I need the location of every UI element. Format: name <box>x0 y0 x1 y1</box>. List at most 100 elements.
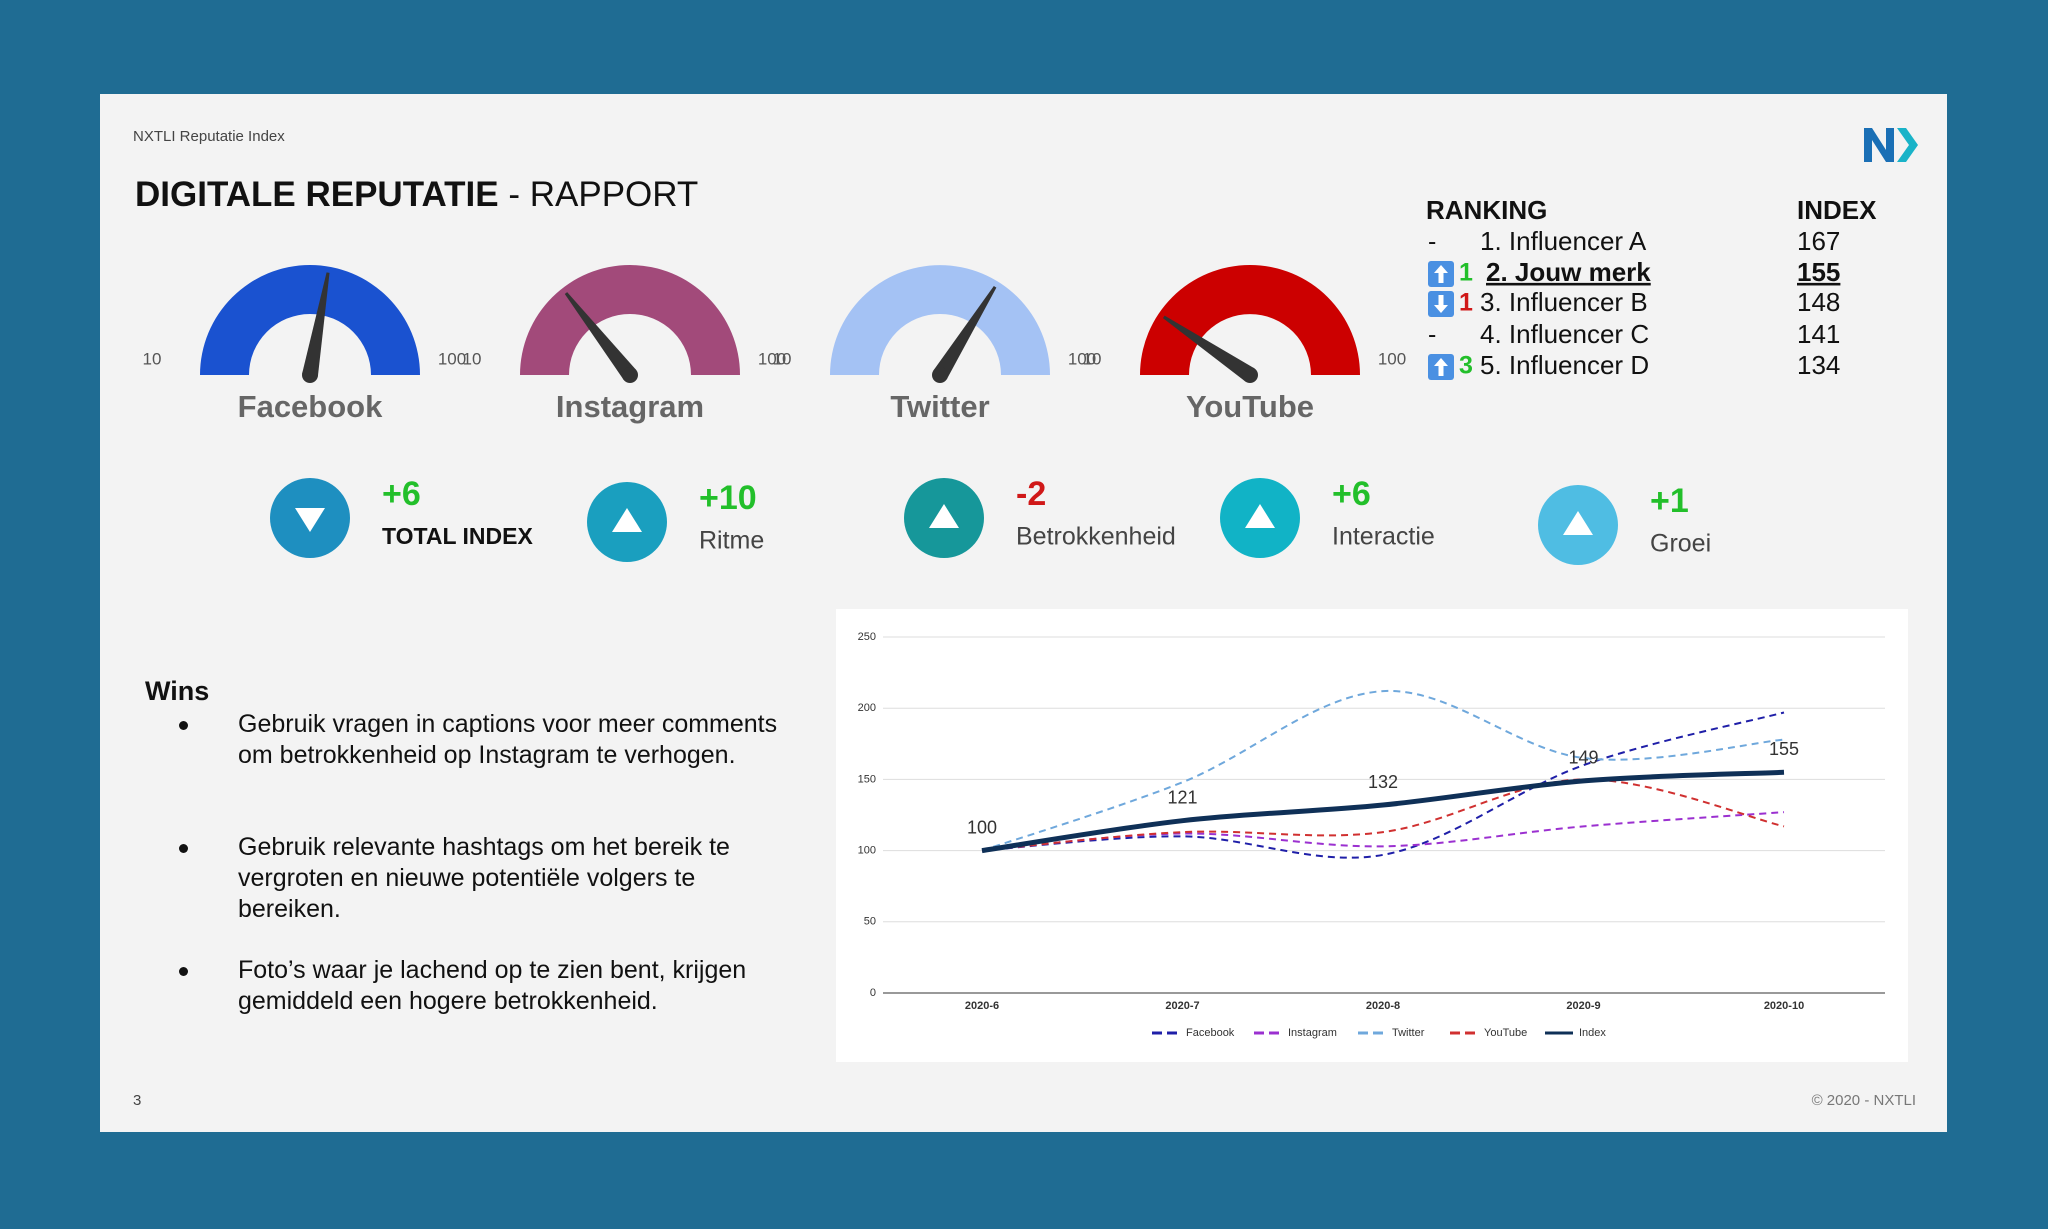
gauge-max: 100 <box>438 349 466 368</box>
gauge-needle <box>302 272 330 377</box>
kpi-label: TOTAL INDEX <box>382 523 533 549</box>
series-line <box>981 769 1785 854</box>
kpi-arrow <box>295 508 325 532</box>
caption: NXTLI Reputatie Index <box>133 128 285 145</box>
ranking-name: 5. Influencer D <box>1480 350 1649 380</box>
ranking-name: 2. Jouw merk <box>1486 257 1651 287</box>
legend-label: Instagram <box>1288 1027 1337 1039</box>
x-tick-label: 2020-6 <box>965 1000 999 1012</box>
change-value: - <box>1428 228 1436 256</box>
gauge-name: YouTube <box>1186 389 1314 424</box>
x-tick-label: 2020-9 <box>1566 1000 1600 1012</box>
change-arrow <box>1434 358 1448 376</box>
kpi-value: -2 <box>1016 475 1046 513</box>
kpi-arrow <box>1563 511 1593 535</box>
data-label: 149 <box>1568 748 1598 768</box>
ranking-name: 1. Influencer A <box>1480 226 1647 256</box>
x-tick-label: 2020-8 <box>1366 1000 1400 1012</box>
win-item: Gebruik vragen in captions voor meer com… <box>238 710 778 769</box>
bullet-dot <box>179 967 188 976</box>
ranking-header: RANKING <box>1426 195 1547 225</box>
kpi-label: Betrokkenheid <box>1016 523 1176 551</box>
gauge-max: 100 <box>1068 349 1096 368</box>
gauge-min: 10 <box>773 349 792 368</box>
bullet-dot <box>179 721 188 730</box>
y-tick-label: 50 <box>864 916 876 928</box>
change-value: 1 <box>1459 259 1473 287</box>
chart-panel <box>836 609 1908 1062</box>
copyright: © 2020 - NXTLI <box>1812 1092 1916 1109</box>
y-tick-label: 200 <box>858 702 876 714</box>
gauge-arc <box>1140 265 1360 375</box>
gauge-min: 10 <box>143 349 162 368</box>
kpi-value: +1 <box>1650 482 1689 520</box>
y-tick-label: 100 <box>858 845 876 857</box>
gauge-min: 10 <box>1083 349 1102 368</box>
wins-title: Wins <box>145 676 210 706</box>
data-label: 121 <box>1167 787 1197 807</box>
legend-label: YouTube <box>1484 1027 1527 1039</box>
logo <box>1864 128 1918 162</box>
gauge-name: Twitter <box>890 389 989 424</box>
ranking-name: 3. Influencer B <box>1480 287 1648 317</box>
change-arrow <box>1434 295 1448 313</box>
kpi-arrow <box>929 504 959 528</box>
change-arrow <box>1434 265 1448 283</box>
bullet-dot <box>179 844 188 853</box>
gauge-needle <box>933 286 997 380</box>
kpi-arrow <box>1245 504 1275 528</box>
title-bold: DIGITALE REPUTATIE <box>135 175 499 214</box>
kpi-label: Groei <box>1650 530 1711 558</box>
data-label: 100 <box>967 817 997 837</box>
gauge-arc <box>830 265 1050 375</box>
slide: NXTLI Reputatie Index DIGITALE REPUTATIE … <box>100 94 1947 1132</box>
gauge-hub <box>622 367 638 383</box>
ranking-index: 148 <box>1797 287 1840 317</box>
slide-graphics: NXTLI Reputatie Index DIGITALE REPUTATIE … <box>133 128 1918 1109</box>
ranking-name: 4. Influencer C <box>1480 319 1649 349</box>
gauge-hub <box>302 367 318 383</box>
kpi-value: +10 <box>699 479 757 517</box>
ranking-index: 141 <box>1797 319 1840 349</box>
index-header: INDEX <box>1797 195 1877 225</box>
change-value: - <box>1428 321 1436 349</box>
title-rest: - RAPPORT <box>508 175 698 214</box>
gauge-arc <box>200 265 420 375</box>
title: DIGITALE REPUTATIE - RAPPORT <box>135 175 698 214</box>
gauge-hub <box>932 367 948 383</box>
ranking-index: 155 <box>1797 257 1840 287</box>
series-line <box>981 690 1785 852</box>
kpi-arrow <box>612 508 642 532</box>
win-item: Foto’s waar je lachend op te zien bent, … <box>238 956 747 1015</box>
gauge-name: Facebook <box>238 389 383 424</box>
win-item: Gebruik relevante hashtags om het bereik… <box>238 833 730 923</box>
legend-label: Twitter <box>1392 1027 1425 1039</box>
gauge-arc <box>520 265 740 375</box>
gauge-name: Instagram <box>556 389 704 424</box>
ranking-index: 167 <box>1797 226 1840 256</box>
x-tick-label: 2020-7 <box>1165 1000 1199 1012</box>
ranking-index: 134 <box>1797 350 1840 380</box>
y-tick-label: 150 <box>858 773 876 785</box>
kpi-value: +6 <box>1332 475 1371 513</box>
y-tick-label: 0 <box>870 987 876 999</box>
gauge-needle <box>564 292 637 380</box>
legend-label: Index <box>1579 1027 1606 1039</box>
x-tick-label: 2020-10 <box>1764 1000 1804 1012</box>
data-label: 155 <box>1769 739 1799 759</box>
gauge-max: 100 <box>758 349 786 368</box>
kpi-value: +6 <box>382 475 421 513</box>
gauge-min: 10 <box>463 349 482 368</box>
y-tick-label: 250 <box>858 631 876 643</box>
change-value: 1 <box>1459 289 1473 317</box>
kpi-label: Ritme <box>699 527 764 555</box>
logo-n <box>1864 128 1894 162</box>
change-value: 3 <box>1459 352 1473 380</box>
kpi-label: Interactie <box>1332 523 1435 551</box>
gauge-hub <box>1242 367 1258 383</box>
series-line <box>981 778 1785 852</box>
logo-chevron <box>1897 128 1918 162</box>
gauge-needle <box>1162 315 1255 382</box>
gauge-max: 100 <box>1378 349 1406 368</box>
